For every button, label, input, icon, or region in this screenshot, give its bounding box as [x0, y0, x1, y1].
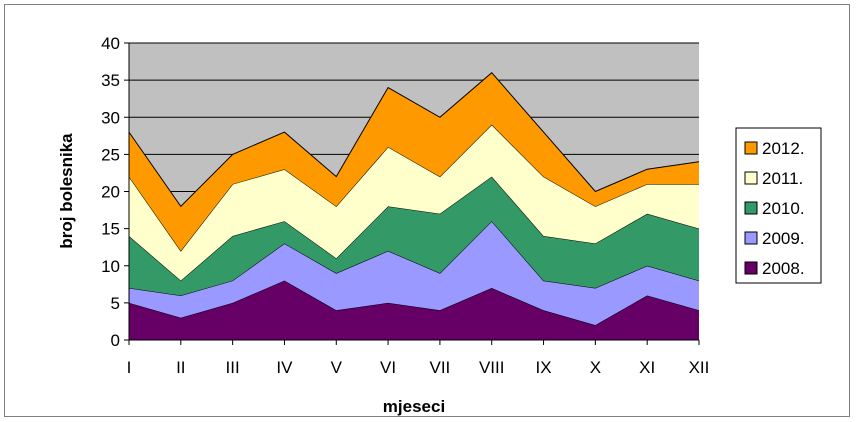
legend-label-2008: 2008. [762, 259, 805, 278]
legend-label-2012: 2012. [762, 139, 805, 158]
y-tick-label: 0 [111, 331, 120, 350]
series-area-2008 [129, 280, 699, 340]
y-tick-labels: 0 5 10 15 20 25 30 35 40 [101, 34, 129, 350]
y-tick-label: 25 [101, 145, 120, 164]
x-tick-label: XI [639, 358, 655, 377]
x-tick-label: I [127, 358, 132, 377]
x-tick-labels: I II III IV V VI VII VIII IX X XI XII [127, 340, 710, 377]
legend-swatch-2011 [744, 171, 758, 185]
legend-swatch-2009 [744, 231, 758, 245]
x-tick-label: X [590, 358, 601, 377]
x-tick-label: VI [380, 358, 396, 377]
x-tick-label: XII [689, 358, 710, 377]
series-area-2012 [129, 72, 699, 251]
x-axis-title: mjeseci [383, 397, 445, 416]
legend-swatch-2010 [744, 201, 758, 215]
y-tick-label: 15 [101, 220, 120, 239]
x-tick-label: II [176, 358, 185, 377]
y-tick-label: 5 [111, 294, 120, 313]
y-tick-label: 30 [101, 108, 120, 127]
x-tick-label: V [331, 358, 343, 377]
x-tick-label: VII [430, 358, 451, 377]
x-tick-label: IV [276, 358, 293, 377]
legend-label-2011: 2011. [762, 169, 803, 188]
series-area-2010 [129, 176, 699, 296]
series-area-2011 [129, 124, 699, 281]
y-tick-label: 20 [101, 183, 120, 202]
x-tick-label: III [226, 358, 240, 377]
series-areas [128, 71, 700, 340]
x-tick-label: IX [536, 358, 552, 377]
series-area-2009 [129, 221, 699, 326]
y-tick-label: 35 [101, 71, 120, 90]
y-axis-title: broj bolesnika [57, 133, 76, 249]
x-tick-label: VIII [479, 358, 505, 377]
legend: 2012. 2011. 2010. 2009. 2008. [735, 127, 822, 284]
legend-label-2010: 2010. [762, 199, 805, 218]
legend-label-2009: 2009. [762, 229, 805, 248]
legend-swatch-2012 [744, 141, 758, 155]
y-tick-label: 10 [101, 257, 120, 276]
legend-swatch-2008 [744, 261, 758, 275]
series-outline-2012 [128, 71, 700, 208]
y-tick-label: 40 [101, 34, 120, 53]
